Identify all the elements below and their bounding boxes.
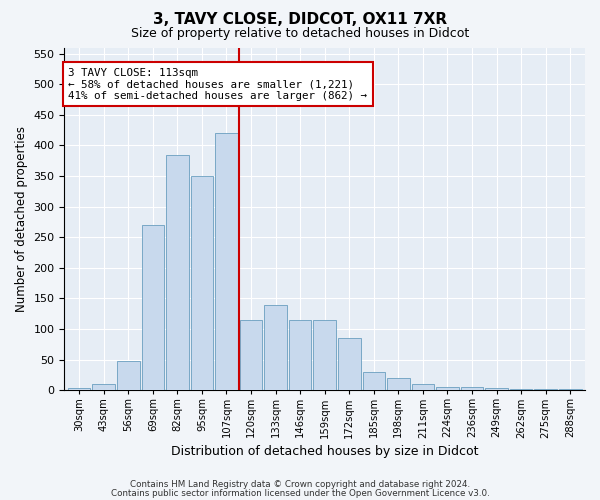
Bar — [535, 389, 557, 390]
Bar — [461, 387, 484, 390]
Bar — [92, 384, 115, 390]
Bar — [559, 389, 581, 390]
Bar — [289, 320, 311, 390]
Bar — [362, 372, 385, 390]
Text: Size of property relative to detached houses in Didcot: Size of property relative to detached ho… — [131, 28, 469, 40]
Bar — [117, 361, 140, 390]
Bar — [215, 133, 238, 390]
Text: Contains HM Land Registry data © Crown copyright and database right 2024.: Contains HM Land Registry data © Crown c… — [130, 480, 470, 489]
Bar — [191, 176, 213, 390]
Bar — [240, 320, 262, 390]
Bar — [68, 388, 91, 390]
Bar — [387, 378, 410, 390]
Bar — [485, 388, 508, 390]
Bar — [264, 304, 287, 390]
Bar — [412, 384, 434, 390]
Y-axis label: Number of detached properties: Number of detached properties — [15, 126, 28, 312]
Bar — [142, 225, 164, 390]
Text: 3, TAVY CLOSE, DIDCOT, OX11 7XR: 3, TAVY CLOSE, DIDCOT, OX11 7XR — [153, 12, 447, 28]
Bar — [510, 389, 532, 390]
Bar — [313, 320, 336, 390]
Bar — [436, 387, 459, 390]
Text: 3 TAVY CLOSE: 113sqm
← 58% of detached houses are smaller (1,221)
41% of semi-de: 3 TAVY CLOSE: 113sqm ← 58% of detached h… — [68, 68, 367, 101]
Bar — [166, 154, 188, 390]
X-axis label: Distribution of detached houses by size in Didcot: Distribution of detached houses by size … — [171, 444, 478, 458]
Bar — [338, 338, 361, 390]
Text: Contains public sector information licensed under the Open Government Licence v3: Contains public sector information licen… — [110, 489, 490, 498]
